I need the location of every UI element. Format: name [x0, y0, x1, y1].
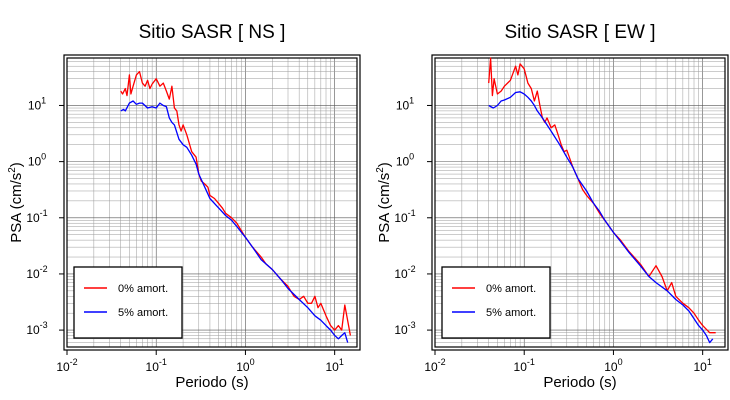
legend-label: 0% amort. — [118, 283, 168, 295]
x-tick-label: 10-1 — [146, 357, 167, 374]
x-tick-label: 100 — [604, 357, 622, 374]
legend: 0% amort. 5% amort. — [441, 266, 551, 339]
y-tick-label: 10-2 — [26, 264, 47, 281]
y-tick-label: 100 — [396, 152, 414, 169]
series-line-damped — [488, 91, 714, 344]
x-tick-label: 10-2 — [56, 357, 77, 374]
x-axis-label: Periodo (s) — [543, 374, 616, 391]
y-tick-label: 101 — [28, 95, 46, 112]
plot-frame-outer — [431, 54, 729, 351]
x-axis-label: Periodo (s) — [175, 374, 248, 391]
x-tick-label: 101 — [693, 357, 711, 374]
y-tick-label: 10-1 — [394, 208, 415, 225]
x-tick-label: 101 — [325, 357, 343, 374]
chart-title: Sitio SASR [ NS ] — [139, 22, 286, 43]
x-tick-label: 100 — [236, 357, 254, 374]
grid-lines — [66, 57, 357, 348]
legend-box — [73, 266, 183, 339]
y-axis-label: PSA (cm/s2) — [7, 162, 25, 243]
legend-label: 5% amort. — [118, 307, 168, 319]
y-tick-label: 10-1 — [26, 208, 47, 225]
series-line-undamped — [488, 57, 716, 334]
y-tick-label: 101 — [396, 95, 414, 112]
legend-label: 5% amort. — [486, 307, 536, 319]
series-line-undamped — [120, 70, 352, 336]
series-line-damped — [120, 100, 349, 343]
legend-label: 0% amort. — [486, 283, 536, 295]
chart-title: Sitio SASR [ EW ] — [505, 22, 656, 43]
y-tick-label: 100 — [28, 152, 46, 169]
plot-frame — [66, 57, 358, 348]
y-axis-label: PSA (cm/s2) — [375, 162, 393, 243]
grid-lines — [434, 57, 725, 348]
chart-panel-1: Sitio SASR [ NS ] 10-2 10-1 100 101 10-3 10-2 1… — [7, 22, 361, 391]
chart-panel-2: Sitio SASR [ EW ] 10-2 10-1 100 101 10-3 10-2 1… — [375, 22, 729, 391]
plot-frame — [434, 57, 726, 348]
plot-frame-outer — [63, 54, 361, 351]
y-tick-label: 10-3 — [394, 320, 415, 337]
y-tick-label: 10-2 — [394, 264, 415, 281]
legend-box — [441, 266, 551, 339]
legend: 0% amort. 5% amort. — [73, 266, 183, 339]
x-tick-label: 10-1 — [514, 357, 535, 374]
y-tick-label: 10-3 — [26, 320, 47, 337]
x-tick-label: 10-2 — [424, 357, 445, 374]
